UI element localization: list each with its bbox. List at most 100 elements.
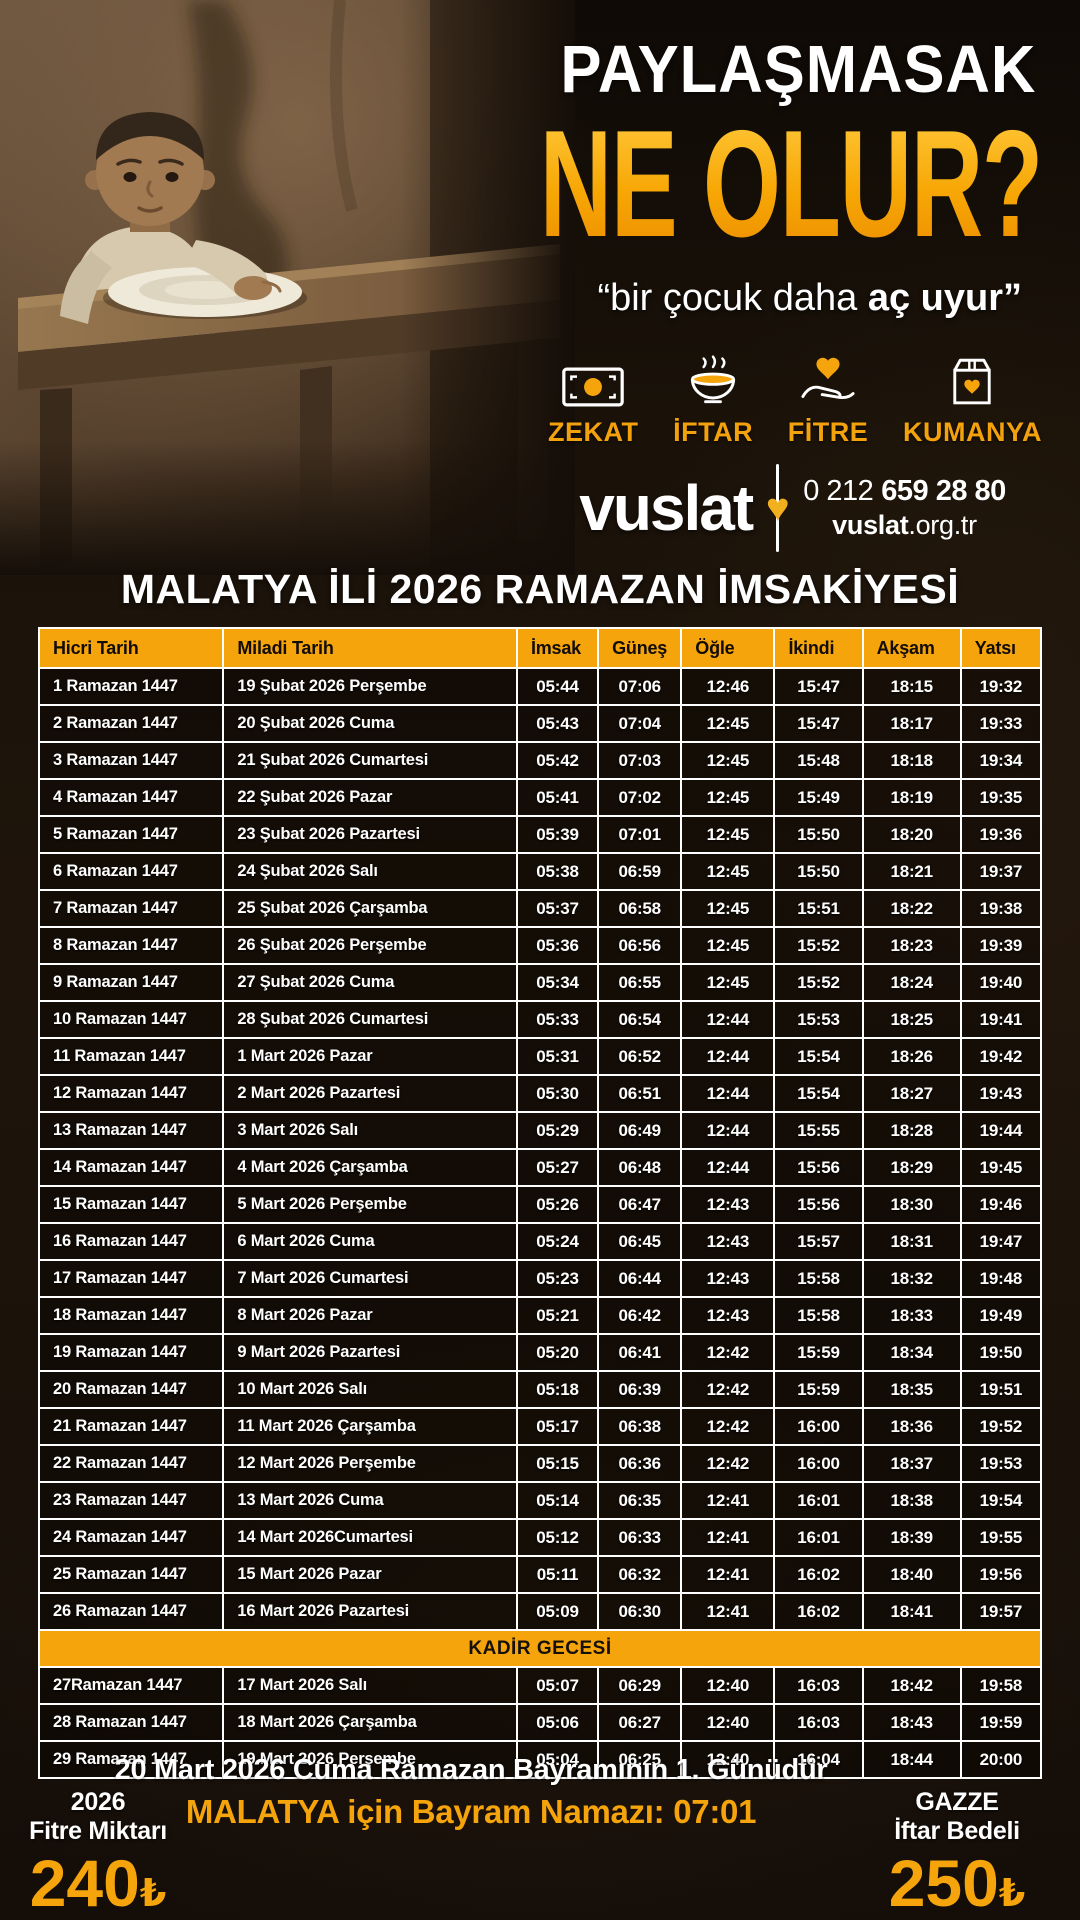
time-cell: 05:38 — [515, 852, 600, 891]
time-cell: 12:44 — [680, 1074, 776, 1113]
time-cell: 18:35 — [861, 1370, 962, 1409]
miladi-cell: 28 Şubat 2026 Cumartesi — [222, 1000, 518, 1039]
service-label: ZEKAT — [548, 417, 639, 447]
time-cell: 06:47 — [597, 1185, 683, 1224]
miladi-cell: 2 Mart 2026 Pazartesi — [222, 1074, 518, 1113]
table-row: 13 Ramazan 1447 3 Mart 2026 Salı 05:29 06:4… — [37, 1111, 1043, 1150]
table-row: 22 Ramazan 1447 12 Mart 2026 Perşembe 05:1… — [37, 1444, 1043, 1483]
time-cell: 18:19 — [861, 778, 962, 817]
miladi-cell: 23 Şubat 2026 Pazartesi — [222, 815, 518, 854]
time-cell: 05:42 — [515, 741, 600, 780]
hicri-cell: 15 Ramazan 1447 — [37, 1185, 225, 1224]
time-cell: 18:31 — [861, 1222, 962, 1261]
table-row: 2 Ramazan 1447 20 Şubat 2026 Cuma 05:43 07:… — [37, 704, 1043, 743]
time-cell: 05:29 — [515, 1111, 600, 1150]
phone-prefix: 0 212 — [803, 475, 874, 507]
time-cell: 06:33 — [597, 1518, 683, 1557]
time-cell: 15:54 — [773, 1074, 864, 1113]
time-cell: 19:51 — [959, 1370, 1043, 1409]
service-label: KUMANYA — [902, 417, 1042, 447]
time-cell: 05:04 — [515, 1740, 600, 1779]
time-cell: 18:28 — [861, 1111, 962, 1150]
hicri-cell: 23 Ramazan 1447 — [37, 1481, 225, 1520]
hicri-cell: 27Ramazan 1447 — [37, 1666, 225, 1705]
time-cell: 06:38 — [597, 1407, 683, 1446]
time-cell: 05:37 — [515, 889, 600, 928]
miladi-cell: 6 Mart 2026 Cuma — [222, 1222, 518, 1261]
table-row: 19 Ramazan 1447 9 Mart 2026 Pazartesi 05:2… — [37, 1333, 1043, 1372]
time-cell: 15:53 — [773, 1000, 864, 1039]
time-cell: 07:04 — [597, 704, 683, 743]
time-cell: 19:53 — [959, 1444, 1043, 1483]
miladi-cell: 26 Şubat 2026 Perşembe — [222, 926, 518, 965]
miladi-cell: 8 Mart 2026 Pazar — [222, 1296, 518, 1335]
time-cell: 18:25 — [861, 1000, 962, 1039]
time-cell: 19:57 — [959, 1592, 1043, 1631]
miladi-cell: 25 Şubat 2026 Çarşamba — [222, 889, 518, 928]
time-cell: 07:02 — [597, 778, 683, 817]
time-cell: 06:32 — [597, 1555, 683, 1594]
table-header-row: Hicri Tarih Miladi Tarih İmsak Güneş Öğle İki… — [37, 627, 1043, 669]
brand-bar: vuslat ♥ 0 212 659 28 80 vuslat.org.tr — [540, 458, 1045, 558]
time-cell: 16:03 — [773, 1666, 864, 1705]
time-cell: 12:40 — [680, 1740, 776, 1779]
time-cell: 05:12 — [515, 1518, 600, 1557]
miladi-cell: 18 Mart 2026 Çarşamba — [222, 1703, 518, 1742]
hicri-cell: 11 Ramazan 1447 — [37, 1037, 225, 1076]
hicri-cell: 17 Ramazan 1447 — [37, 1259, 225, 1298]
hicri-cell: 10 Ramazan 1447 — [37, 1000, 225, 1039]
time-cell: 05:41 — [515, 778, 600, 817]
fitre-amount: 240₺ — [0, 1850, 208, 1916]
time-cell: 15:47 — [773, 704, 864, 743]
fitre-block: 2026 Fitre Miktarı 240₺ — [0, 1788, 208, 1916]
banknote-icon — [561, 352, 625, 410]
time-cell: 05:18 — [515, 1370, 600, 1409]
column-header: Miladi Tarih — [222, 627, 518, 669]
headline-line1: PAYLAŞMASAK — [560, 32, 1036, 107]
time-cell: 05:26 — [515, 1185, 600, 1224]
time-cell: 18:20 — [861, 815, 962, 854]
column-header: Güneş — [597, 627, 683, 669]
hicri-cell: 9 Ramazan 1447 — [37, 963, 225, 1002]
time-cell: 06:27 — [597, 1703, 683, 1742]
column-header: Hicri Tarih — [37, 627, 225, 669]
time-cell: 16:02 — [773, 1592, 864, 1631]
time-cell: 15:48 — [773, 741, 864, 780]
aid-box-icon — [943, 352, 1001, 410]
miladi-cell: 3 Mart 2026 Salı — [222, 1111, 518, 1150]
table-row: 18 Ramazan 1447 8 Mart 2026 Pazar 05:21 06:… — [37, 1296, 1043, 1335]
time-cell: 15:56 — [773, 1148, 864, 1187]
table-row: 23 Ramazan 1447 13 Mart 2026 Cuma 05:14 06:… — [37, 1481, 1043, 1520]
miladi-cell: 15 Mart 2026 Pazar — [222, 1555, 518, 1594]
miladi-cell: 13 Mart 2026 Cuma — [222, 1481, 518, 1520]
time-cell: 05:23 — [515, 1259, 600, 1298]
time-cell: 06:41 — [597, 1333, 683, 1372]
phone-main: 659 28 80 — [881, 475, 1006, 507]
time-cell: 06:45 — [597, 1222, 683, 1261]
hicri-cell: 6 Ramazan 1447 — [37, 852, 225, 891]
hicri-cell: 29 Ramazan 1447 — [37, 1740, 225, 1779]
hicri-cell: 21 Ramazan 1447 — [37, 1407, 225, 1446]
time-cell: 12:45 — [680, 778, 776, 817]
time-cell: 19:38 — [959, 889, 1043, 928]
time-cell: 18:33 — [861, 1296, 962, 1335]
time-cell: 12:45 — [680, 852, 776, 891]
time-cell: 05:24 — [515, 1222, 600, 1261]
time-cell: 16:01 — [773, 1518, 864, 1557]
time-cell: 06:59 — [597, 852, 683, 891]
time-cell: 12:41 — [680, 1518, 776, 1557]
hicri-cell: 3 Ramazan 1447 — [37, 741, 225, 780]
miladi-cell: 1 Mart 2026 Pazar — [222, 1037, 518, 1076]
hicri-cell: 12 Ramazan 1447 — [37, 1074, 225, 1113]
time-cell: 19:43 — [959, 1074, 1043, 1113]
miladi-cell: 9 Mart 2026 Pazartesi — [222, 1333, 518, 1372]
time-cell: 15:47 — [773, 667, 864, 706]
time-cell: 19:44 — [959, 1111, 1043, 1150]
table-row: 8 Ramazan 1447 26 Şubat 2026 Perşembe 05:3… — [37, 926, 1043, 965]
time-cell: 06:54 — [597, 1000, 683, 1039]
time-cell: 15:57 — [773, 1222, 864, 1261]
time-cell: 12:41 — [680, 1481, 776, 1520]
time-cell: 15:59 — [773, 1333, 864, 1372]
table-row: 21 Ramazan 1447 11 Mart 2026 Çarşamba 05:1… — [37, 1407, 1043, 1446]
time-cell: 18:18 — [861, 741, 962, 780]
